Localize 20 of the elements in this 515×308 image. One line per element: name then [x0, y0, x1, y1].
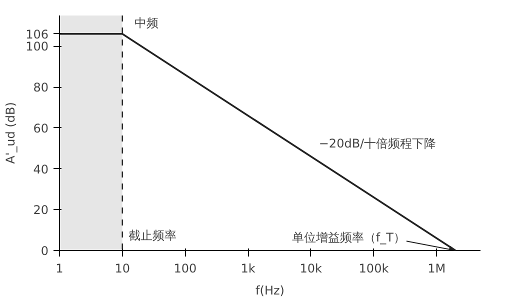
y-tick-label: 40 — [33, 162, 49, 176]
annotation: 单位增益频率（f_T） — [292, 230, 406, 244]
ref-line-label: 截止频率 — [128, 228, 176, 242]
y-tick-label: 100 — [26, 40, 48, 54]
x-tick-label: 10k — [300, 262, 322, 276]
annotation: 中频 — [134, 16, 158, 30]
x-tick-label: 1M — [428, 262, 446, 276]
x-tick-label: 1k — [240, 262, 256, 276]
y-tick-label: 80 — [33, 80, 49, 95]
x-tick-label: 10 — [114, 262, 130, 276]
annotation: −20dB/十倍频程下降 — [318, 136, 436, 150]
y-tick-label: 106 — [26, 27, 48, 42]
y-tick-label: 0 — [40, 244, 49, 258]
y-tick-label: 20 — [33, 203, 49, 218]
x-tick-label: 100 — [174, 262, 197, 276]
y-tick-label: 60 — [33, 121, 49, 136]
x-axis-title: f(Hz) — [256, 284, 284, 298]
x-tick-label: 1 — [56, 262, 64, 276]
x-tick-label: 100k — [358, 262, 389, 276]
y-axis-title: A'_ud (dB) — [4, 102, 18, 164]
